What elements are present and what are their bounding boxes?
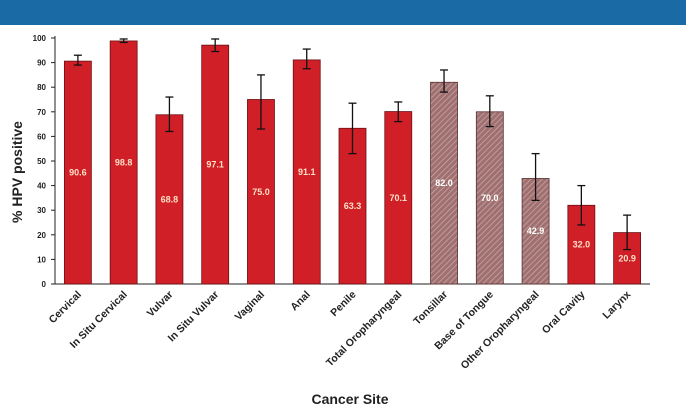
bar-value-label: 42.9 [527, 226, 545, 236]
bar-value-label: 90.6 [69, 168, 87, 178]
bar-in-situ-vulvar [201, 44, 230, 285]
chart-container: 0 10 20 30 40 50 60 70 80 90 100 90.6 Cervical 98.8 I… [0, 25, 686, 412]
category-label: Cervical [47, 289, 84, 326]
category-label: Other Oropharyngeal [459, 289, 542, 372]
category-label: Vulvar [145, 289, 176, 320]
y-tick-label: 20 [37, 231, 46, 240]
y-tick-label: 10 [37, 255, 46, 264]
bar-value-label: 32.0 [573, 240, 591, 250]
bar-value-label: 70.0 [481, 193, 499, 203]
y-tick-label: 30 [37, 206, 46, 215]
y-tick-label: 80 [37, 83, 46, 92]
bar-value-label: 63.3 [344, 201, 362, 211]
bar-value-label: 98.8 [115, 157, 133, 167]
bar-tonsillar [430, 81, 458, 285]
bar-base-of-tongue [475, 111, 504, 285]
category-label: Larynx [600, 289, 633, 322]
y-axis-title: % HPV positive [9, 121, 25, 223]
bar-total-oropharyngeal [384, 111, 413, 285]
category-label: Total Oropharyngeal [324, 289, 405, 370]
category-label: Tonsillar [411, 289, 450, 328]
y-tick-label: 90 [37, 59, 46, 68]
bar-value-label: 68.8 [161, 194, 179, 204]
bar-value-label: 70.1 [390, 193, 408, 203]
y-tick-label: 60 [37, 132, 46, 141]
y-tick-label: 40 [37, 182, 46, 191]
category-label: Anal [288, 289, 313, 314]
y-tick-label: 70 [37, 108, 46, 117]
x-axis-title: Cancer Site [311, 391, 388, 407]
bar-value-label: 97.1 [206, 160, 224, 170]
bar-value-label: 82.0 [435, 178, 453, 188]
bar-vaginal [247, 99, 275, 285]
category-label: Penile [328, 289, 358, 319]
bar-vulvar [155, 114, 184, 285]
y-tick-label: 0 [42, 280, 47, 289]
y-tick-label: 50 [37, 157, 46, 166]
y-tick-label: 100 [33, 34, 47, 43]
category-label: Vaginal [233, 289, 268, 324]
bar-value-label: 75.0 [252, 187, 270, 197]
bar-anal [292, 59, 321, 285]
header-bar [0, 0, 686, 25]
bar-in-situ-cervical [109, 40, 138, 285]
category-label: Oral Cavity [540, 289, 588, 337]
bar-cervical [63, 60, 92, 285]
bar-value-label: 20.9 [618, 253, 636, 263]
bar-value-label: 91.1 [298, 167, 316, 177]
